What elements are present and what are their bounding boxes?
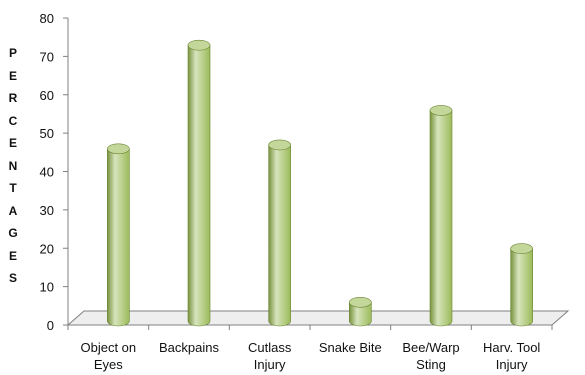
x-tick-label: Snake Bite bbox=[319, 340, 382, 355]
y-tick-label: 10 bbox=[40, 280, 54, 295]
x-tick-label: Harv. Tool bbox=[483, 340, 540, 355]
bar-body bbox=[429, 110, 453, 327]
y-tick-label: 30 bbox=[40, 203, 54, 218]
bar-5 bbox=[429, 105, 453, 327]
y-tick-label: 50 bbox=[40, 126, 54, 141]
y-axis-title-letter: S bbox=[8, 271, 17, 285]
y-axis-title-letter: E bbox=[8, 68, 17, 83]
chart-floor bbox=[66, 310, 570, 326]
bar-top bbox=[429, 105, 453, 116]
x-tick-label: Eyes bbox=[94, 357, 123, 372]
y-axis-title-letter: P bbox=[8, 46, 17, 60]
y-tick-label: 70 bbox=[40, 49, 54, 64]
bar-top bbox=[510, 243, 533, 254]
bar-body bbox=[187, 44, 211, 327]
bar-top bbox=[107, 143, 130, 155]
y-axis-title-letter: N bbox=[8, 158, 18, 173]
bar-6 bbox=[510, 243, 533, 327]
y-axis-title-letter: T bbox=[9, 181, 17, 195]
x-tick-label: Backpains bbox=[159, 340, 219, 355]
bar-body bbox=[107, 148, 130, 327]
bar-body bbox=[349, 302, 372, 327]
y-tick-label: 60 bbox=[40, 88, 54, 103]
y-axis-title-letter: R bbox=[8, 91, 18, 105]
y-tick-label: 80 bbox=[40, 11, 54, 26]
y-axis-title-letter: E bbox=[8, 136, 17, 150]
bar-body bbox=[268, 144, 291, 327]
bar-top bbox=[268, 139, 291, 151]
bar-3 bbox=[268, 139, 291, 327]
y-tick-label: 20 bbox=[40, 241, 54, 256]
bar-1 bbox=[107, 143, 130, 327]
y-tick-label: 40 bbox=[40, 165, 54, 180]
bar-top bbox=[187, 39, 211, 51]
y-axis-title-letter: C bbox=[8, 113, 18, 128]
y-tick-label: 0 bbox=[47, 318, 54, 333]
bar-2 bbox=[187, 39, 211, 327]
x-tick-label: Injury bbox=[496, 357, 528, 372]
x-tick-label: Bee/Warp bbox=[402, 340, 459, 355]
x-tick-label: Object on bbox=[81, 340, 137, 355]
x-tick-label: Injury bbox=[254, 357, 286, 372]
bar-body bbox=[510, 248, 533, 327]
y-axis-title-letter: G bbox=[8, 226, 18, 240]
x-tick-label: Cutlass bbox=[248, 340, 292, 355]
x-tick-label: Sting bbox=[416, 357, 446, 372]
bar-4 bbox=[349, 296, 372, 327]
y-axis-title-letter: E bbox=[8, 248, 17, 263]
y-axis-title-letter: A bbox=[8, 203, 18, 218]
bar-top bbox=[349, 296, 372, 308]
